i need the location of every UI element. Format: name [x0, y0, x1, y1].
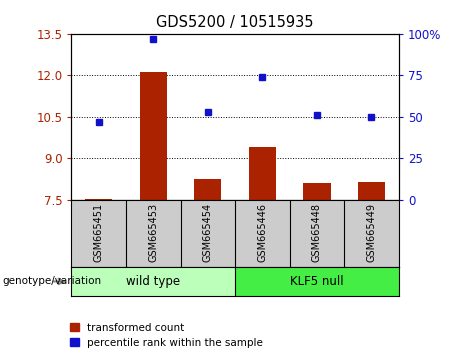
- Text: GSM665453: GSM665453: [148, 203, 158, 263]
- Text: GSM665446: GSM665446: [257, 203, 267, 262]
- Title: GDS5200 / 10515935: GDS5200 / 10515935: [156, 15, 314, 30]
- Text: GSM665451: GSM665451: [94, 203, 104, 263]
- Bar: [71, 267, 235, 296]
- Bar: [303, 183, 331, 200]
- Bar: [358, 182, 385, 200]
- Bar: [85, 199, 112, 200]
- Bar: [194, 179, 221, 200]
- Text: genotype/variation: genotype/variation: [2, 276, 101, 286]
- Text: GSM665454: GSM665454: [203, 203, 213, 263]
- Text: wild type: wild type: [126, 275, 180, 288]
- Text: GSM665449: GSM665449: [366, 203, 377, 262]
- Legend: transformed count, percentile rank within the sample: transformed count, percentile rank withi…: [70, 323, 263, 348]
- Bar: [140, 73, 167, 200]
- Bar: [249, 147, 276, 200]
- Text: GSM665448: GSM665448: [312, 203, 322, 262]
- Text: KLF5 null: KLF5 null: [290, 275, 344, 288]
